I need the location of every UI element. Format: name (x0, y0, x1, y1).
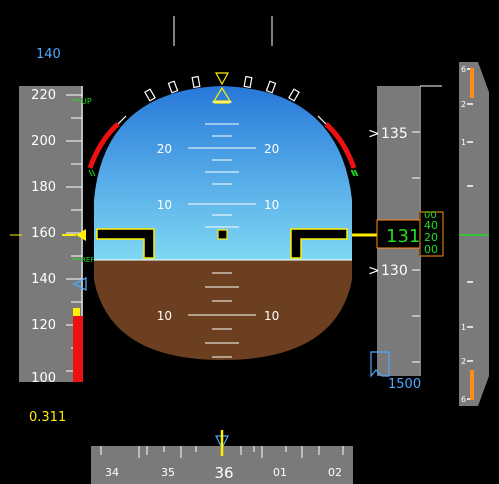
attitude-indicator: 20 20 10 10 10 10 20 20 (87, 72, 359, 378)
speed-label-200: 200 (31, 134, 56, 149)
altitude-digit-row-3: 00 (424, 243, 438, 256)
heading-tape-ticks (100, 446, 344, 458)
vsi-descent-limit-band (470, 370, 474, 400)
vsi-label-up-6: 6 (461, 65, 466, 74)
pitch-label-down-20-right: 20 (264, 364, 279, 378)
heading-tape: 34 35 36 01 02 (91, 430, 353, 484)
altitude-readout-box (376, 219, 421, 249)
selected-altitude-bug (370, 351, 390, 378)
altitude-rolling-digits-box (419, 211, 444, 257)
flap-up-label: UP (81, 97, 92, 106)
pitch-label-down-20-left: 20 (157, 364, 172, 378)
heading-label-34: 34 (105, 466, 119, 479)
speed-pointer-triangle (76, 229, 86, 241)
aircraft-symbol-right-wing (290, 228, 348, 259)
speed-label-220: 220 (31, 88, 56, 103)
bank-mark-left (88, 169, 96, 177)
altitude-label-130-prefix: > (368, 263, 380, 279)
pitch-label-up-20-left: 20 (157, 142, 172, 156)
pitch-label-up-10-right: 10 (264, 198, 279, 212)
speed-label-140: 140 (31, 272, 56, 287)
roll-pointer (212, 86, 232, 102)
selected-altitude-readout: 1500 (388, 377, 421, 392)
selected-speed-bug (72, 276, 87, 292)
vsi-label-up-1: 1 (461, 138, 466, 147)
altitude-current-hundreds: 131 (386, 226, 420, 247)
speed-label-160: 160 (31, 226, 56, 241)
heading-label-02: 02 (328, 466, 342, 479)
heading-label-36: 36 (214, 464, 233, 482)
speed-label-180: 180 (31, 180, 56, 195)
aircraft-symbol-center (217, 229, 228, 240)
speed-label-100: 100 (31, 371, 56, 386)
selected-speed-readout: 140 (36, 47, 61, 62)
vsi-label-up-2: 2 (461, 100, 466, 109)
pitch-label-up-10-left: 10 (157, 198, 172, 212)
altitude-digit-row-0: 00 (424, 210, 437, 221)
altitude-digit-row-2: 20 (424, 231, 438, 244)
heading-label-01: 01 (273, 466, 287, 479)
mach-readout: 0.311 (29, 410, 66, 425)
low-speed-red-band (73, 316, 83, 382)
vsi-label-down-2: 2 (461, 357, 466, 366)
ref-speed-label: REF (81, 256, 94, 264)
altitude-readout: 131 00 40 20 00 (352, 210, 444, 257)
sky-pointer-top (214, 72, 230, 86)
vertical-speed-indicator: 6 2 1 1 2 6 (459, 62, 489, 406)
vsi-label-down-6: 6 (461, 395, 466, 404)
pitch-label-down-10-left: 10 (157, 309, 172, 323)
pitch-label-down-10-right: 10 (264, 309, 279, 323)
low-speed-amber-band (73, 308, 80, 316)
bank-limit-right (324, 122, 357, 169)
vsi-background (459, 62, 489, 406)
vsi-label-down-1: 1 (461, 323, 466, 332)
speed-tape-labels: 220 200 180 160 140 120 100 (31, 88, 56, 386)
vsi-climb-limit-band (470, 68, 474, 98)
pitch-label-up-20-right: 20 (264, 142, 279, 156)
altitude-label-130: 130 (381, 263, 408, 279)
aircraft-symbol-left-wing (96, 228, 155, 259)
altitude-label-135-prefix: > (368, 126, 380, 142)
speed-label-120: 120 (31, 318, 56, 333)
bank-mark-right (351, 169, 359, 177)
altitude-digit-row-1: 40 (424, 219, 438, 232)
altitude-label-135: 135 (381, 126, 408, 142)
roll-scale (117, 75, 327, 125)
pitch-ladder (188, 101, 256, 358)
heading-label-35: 35 (161, 466, 175, 479)
altitude-green-mark (350, 169, 358, 177)
bank-limit-left (87, 122, 120, 169)
